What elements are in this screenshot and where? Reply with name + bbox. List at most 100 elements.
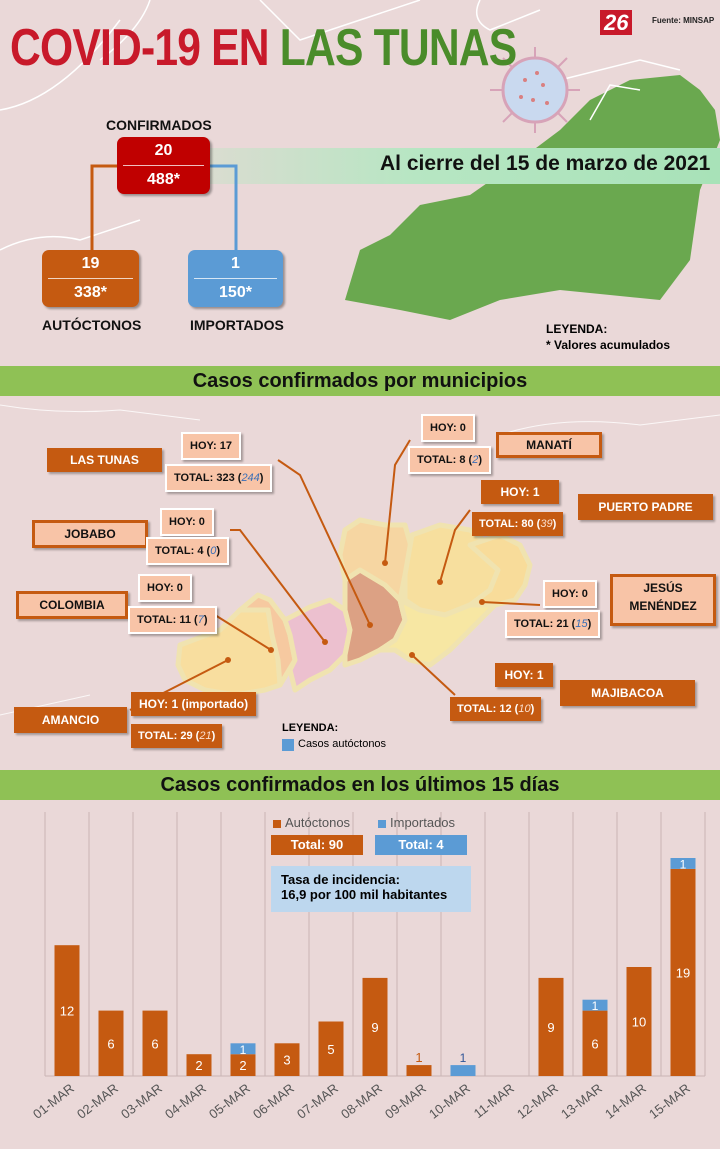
jobabo-region [282, 597, 353, 693]
jesus-menendez-name: JESÚS MENÉNDEZ [610, 574, 716, 626]
bar-label-importados: 1 [460, 1051, 467, 1065]
x-tick-label: 14-MAR [602, 1081, 649, 1122]
background-map [0, 0, 720, 320]
confirmed-box: 20 488* [117, 137, 210, 194]
bar-autoctonos [318, 1021, 344, 1076]
bar-autoctonos [670, 868, 696, 1076]
bar-autoctonos [142, 1010, 168, 1076]
bar-importados [230, 1043, 256, 1055]
x-tick-label: 06-MAR [250, 1081, 297, 1122]
colombia-name: COLOMBIA [16, 591, 128, 619]
bar-label-autoctonos: 2 [195, 1058, 202, 1073]
imported-label: IMPORTADOS [190, 317, 284, 333]
autochthonous-today: 19 [48, 250, 133, 279]
imported-box: 1 150* [188, 250, 283, 307]
majibacoa-hoy: HOY: 1 [495, 663, 553, 687]
bar-label-autoctonos: 9 [547, 1020, 554, 1035]
bar-label-autoctonos: 3 [283, 1053, 290, 1068]
bar-label-importados: 1 [592, 999, 599, 1013]
total-aut-badge: Total: 90 [271, 835, 363, 855]
autochthonous-total: 338* [74, 284, 107, 301]
bar-label-autoctonos: 6 [591, 1036, 598, 1051]
summary-legend-title: LEYENDA: [546, 322, 608, 336]
bar-importados [670, 858, 696, 869]
bar-autoctonos [186, 1054, 212, 1076]
amancio-name: AMANCIO [14, 707, 127, 733]
puerto-padre-total: TOTAL: 80 (39) [472, 512, 564, 536]
legend-aut-swatch [273, 820, 281, 828]
confirmed-label: CONFIRMADOS [106, 117, 212, 133]
legend-imp-swatch [378, 820, 386, 828]
x-tick-label: 15-MAR [646, 1081, 693, 1122]
x-tick-label: 09-MAR [382, 1081, 429, 1122]
majibacoa-total: TOTAL: 12 (10) [450, 697, 542, 721]
autochthonous-label: AUTÓCTONOS [42, 317, 142, 333]
majibacoa-name: MAJIBACOA [560, 680, 695, 706]
x-tick-label: 02-MAR [74, 1081, 121, 1122]
x-tick-label: 10-MAR [426, 1081, 473, 1122]
bar-label-autoctonos: 9 [371, 1020, 378, 1035]
x-tick-label: 03-MAR [118, 1081, 165, 1122]
jesus-menendez-hoy: HOY: 0 [543, 580, 597, 608]
jobabo-name: JOBABO [32, 520, 148, 548]
bar-autoctonos [362, 977, 388, 1076]
map-legend-swatch [282, 739, 294, 751]
incidence-rate-title: Tasa de incidencia: [281, 872, 400, 887]
total-imp-badge: Total: 4 [375, 835, 467, 855]
daily-cases-chart: 12 01-MAR 6 02-MAR 6 03-MAR 2 04-MAR 2 1 05-MAR 3 06… [30, 812, 706, 1122]
las-tunas-name: LAS TUNAS [47, 448, 162, 472]
colombia-total: TOTAL: 11 (7) [128, 606, 217, 634]
legend-imp-label: Importados [390, 815, 456, 830]
date-line: Al cierre del 15 de marzo de 2021 [380, 152, 711, 175]
last15-heading: Casos confirmados en los últimos 15 días [0, 770, 720, 800]
x-tick-label: 12-MAR [514, 1081, 561, 1122]
manati-hoy: HOY: 0 [421, 414, 475, 442]
bar-autoctonos [538, 977, 564, 1076]
page-title: COVID-19 EN LAS TUNAS [10, 19, 517, 77]
virus-icon [490, 47, 580, 133]
imported-total: 150* [219, 284, 252, 301]
jobabo-total: TOTAL: 4 (0) [146, 537, 229, 565]
bar-label-autoctonos: 5 [327, 1042, 334, 1057]
legend-aut-label: Autóctonos [285, 815, 351, 830]
bar-importados [450, 1065, 476, 1076]
x-tick-label: 07-MAR [294, 1081, 341, 1122]
imported-today: 1 [194, 250, 277, 279]
bar-autoctonos [230, 1054, 256, 1076]
amancio-total: TOTAL: 29 (21) [131, 724, 223, 748]
date-band [210, 148, 720, 184]
puerto-padre-hoy: HOY: 1 [481, 480, 559, 504]
bar-label-importados: 1 [680, 857, 687, 871]
map-legend-text: Casos autóctonos [298, 738, 387, 750]
x-tick-label: 05-MAR [206, 1081, 253, 1122]
x-tick-label: 13-MAR [558, 1081, 605, 1122]
summary-legend-text: * Valores acumulados [546, 338, 671, 352]
summary-connectors [90, 164, 238, 250]
bar-autoctonos [98, 1010, 124, 1076]
manati-total: TOTAL: 8 (2) [408, 446, 491, 474]
amancio-hoy: HOY: 1 (importado) [131, 692, 257, 716]
x-tick-label: 01-MAR [30, 1081, 77, 1122]
x-tick-label: 04-MAR [162, 1081, 209, 1122]
bar-label-autoctonos: 10 [632, 1015, 646, 1030]
bar-label-autoctonos: 1 [415, 1050, 422, 1065]
autochthonous-box: 19 338* [42, 250, 139, 307]
las-tunas-hoy: HOY: 17 [181, 432, 241, 460]
logo-26: 26 [600, 10, 633, 36]
municipios-heading: Casos confirmados por municipios [0, 366, 720, 396]
bar-label-autoctonos: 6 [151, 1036, 158, 1051]
bar-importados [582, 999, 608, 1011]
bar-autoctonos [54, 945, 80, 1076]
bar-label-autoctonos: 12 [60, 1004, 74, 1019]
map-legend-title: LEYENDA: [282, 722, 339, 734]
confirmed-total: 488* [147, 171, 180, 188]
green-province-shape [345, 75, 720, 320]
colombia-hoy: HOY: 0 [138, 574, 192, 602]
bar-label-autoctonos: 2 [239, 1058, 246, 1073]
bar-autoctonos [406, 1065, 432, 1076]
x-tick-label: 08-MAR [338, 1081, 385, 1122]
jobabo-hoy: HOY: 0 [160, 508, 214, 536]
source-label: Fuente: MINSAP [652, 16, 715, 25]
puerto-padre-name: PUERTO PADRE [578, 494, 713, 520]
confirmed-today: 20 [123, 137, 204, 166]
